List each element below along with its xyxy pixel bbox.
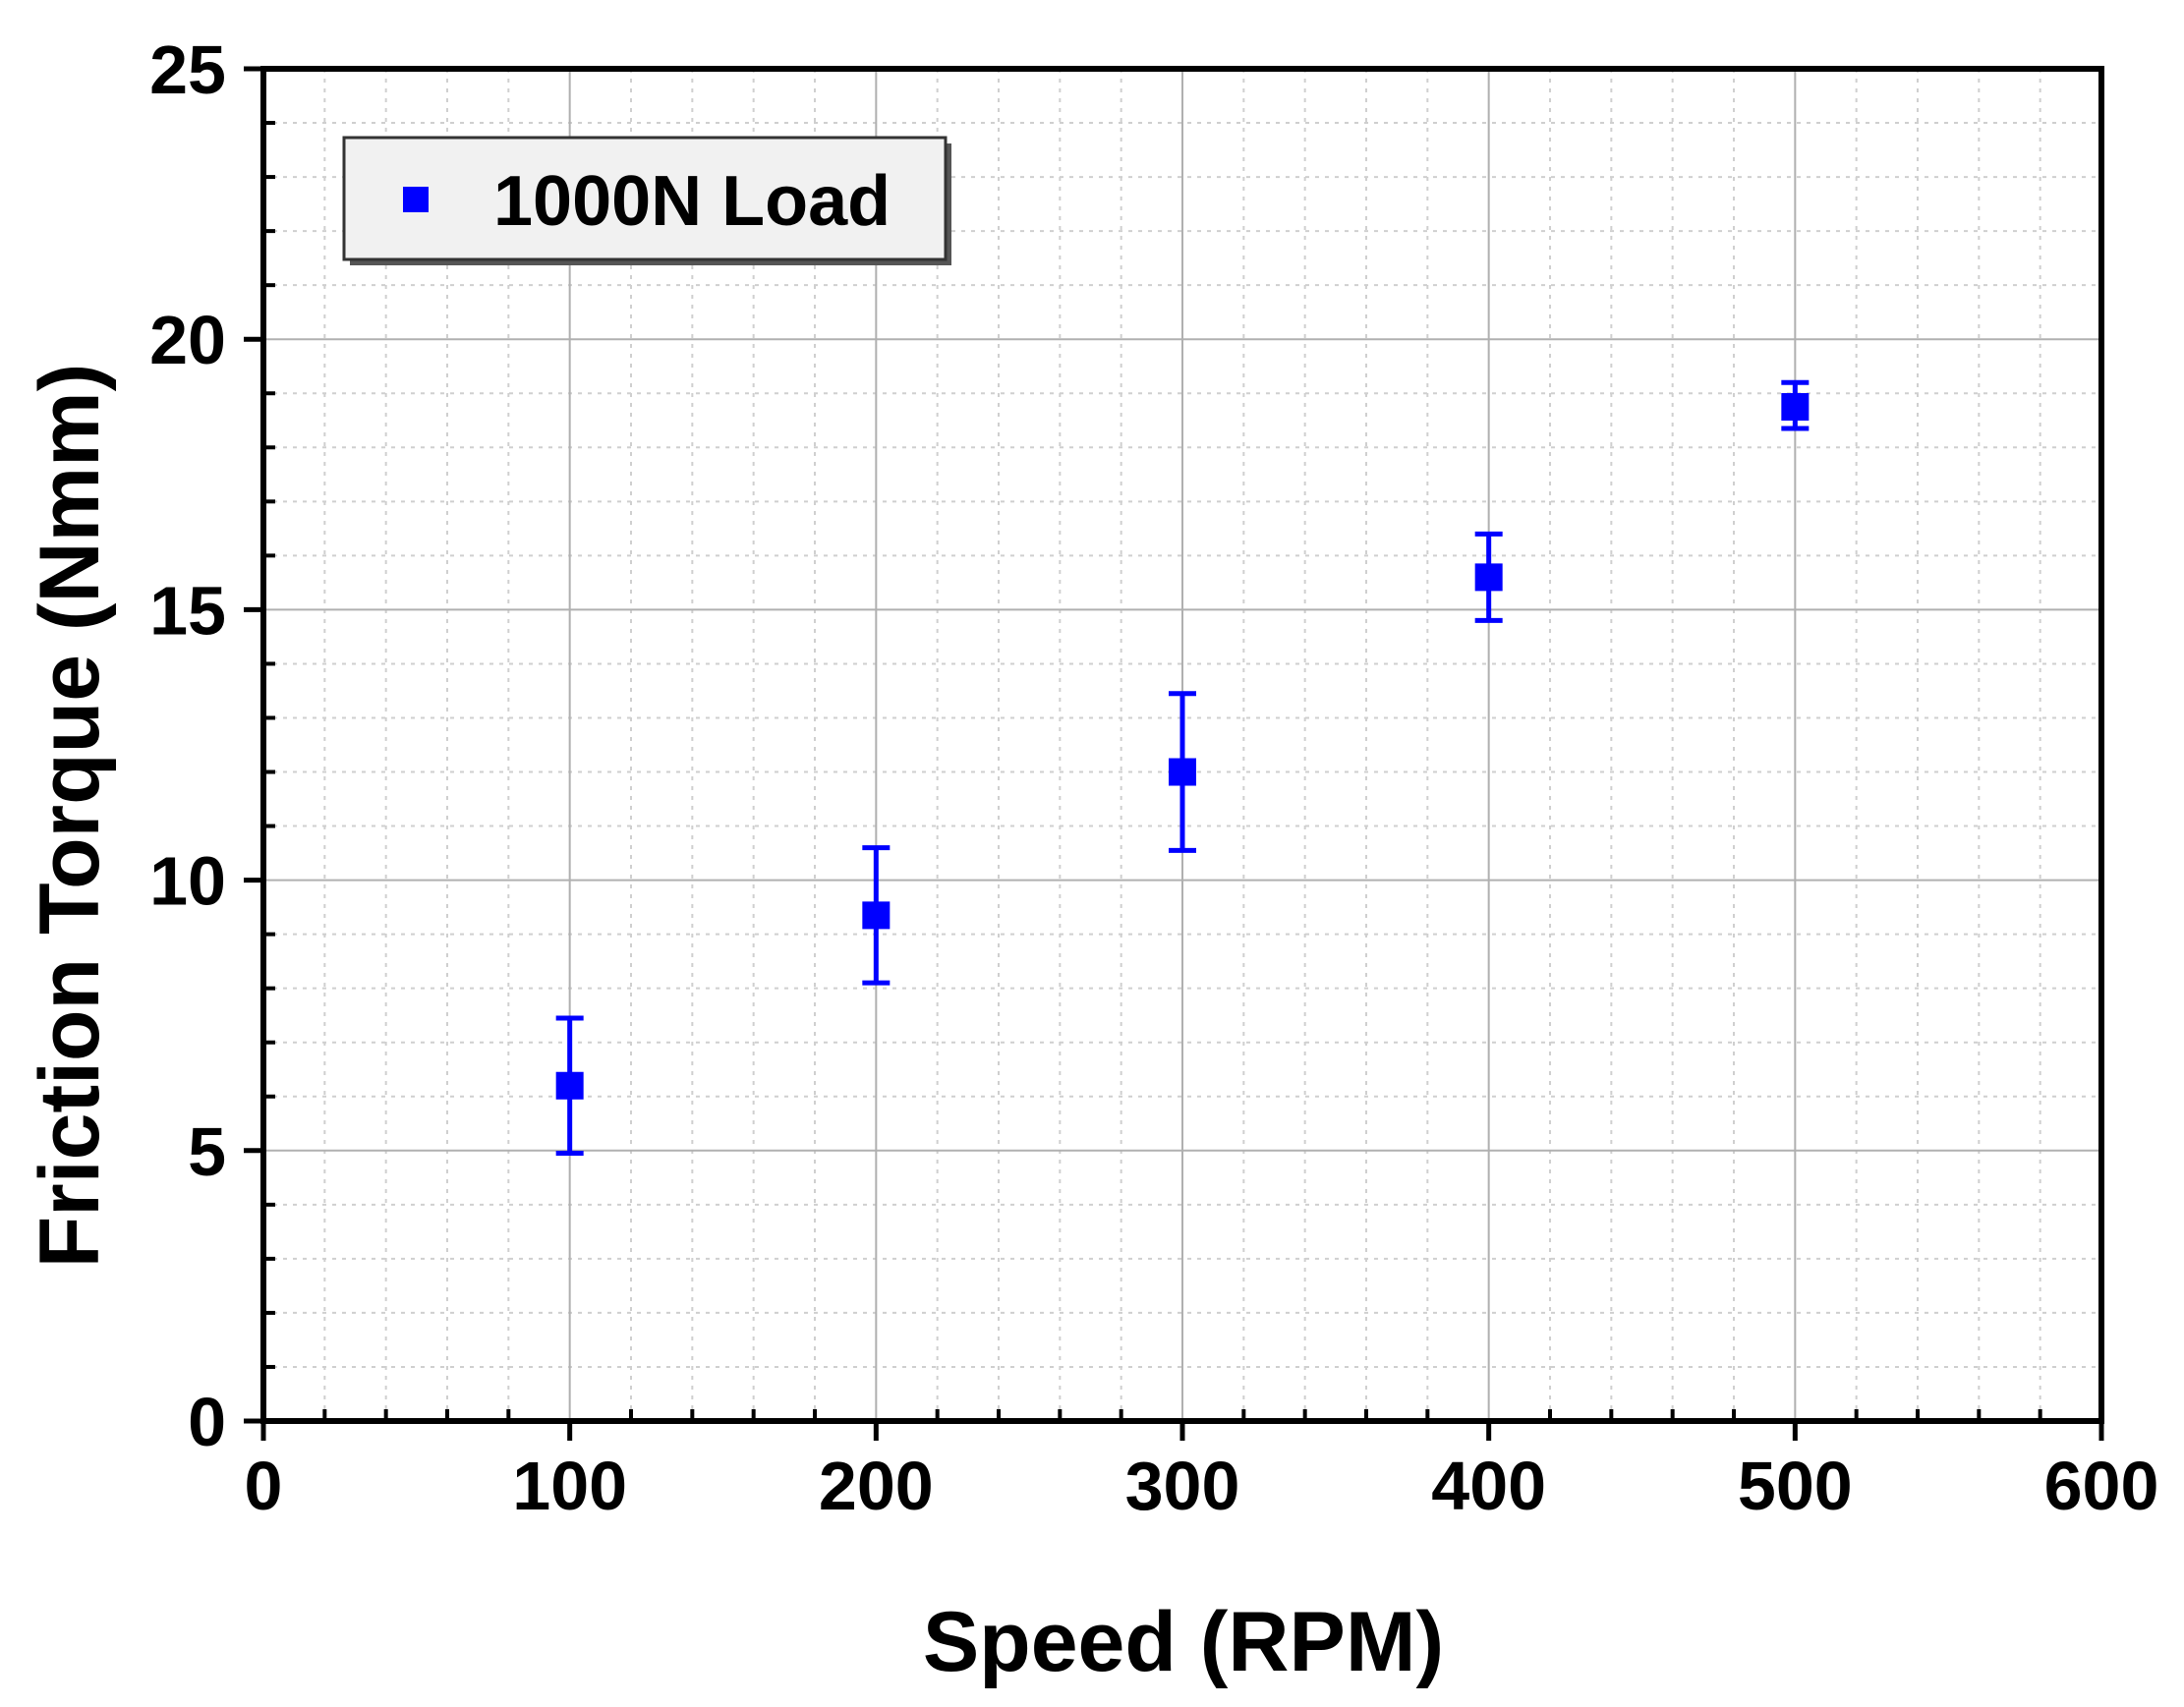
x-tick-label: 600 <box>2044 1448 2159 1524</box>
y-tick-label: 25 <box>149 31 226 108</box>
y-axis-title: Friction Torque (Nmm) <box>23 364 117 1268</box>
x-axis-title: Speed (RPM) <box>923 1595 1444 1689</box>
legend-box <box>342 136 948 261</box>
legend-label: 1000N Load <box>493 162 891 241</box>
data-point-marker <box>862 901 891 930</box>
major-grid <box>263 69 2101 1421</box>
x-tick-label: 500 <box>1738 1448 1853 1524</box>
data-point-marker <box>1474 563 1503 592</box>
data-point-marker <box>1169 758 1196 786</box>
data-point-marker <box>555 1071 584 1100</box>
legend: 1000N Load <box>342 136 951 265</box>
x-tick-label: 300 <box>1125 1448 1240 1524</box>
x-tick-labels: 0 100 200 300 400 500 600 <box>245 1448 2159 1524</box>
x-tick-label: 400 <box>1431 1448 1546 1524</box>
legend-marker <box>403 187 429 212</box>
y-tick-label: 15 <box>149 572 226 649</box>
data-series <box>555 379 1810 1157</box>
y-tick-label: 0 <box>188 1384 226 1460</box>
y-tick-label: 10 <box>149 843 226 920</box>
x-tick-label: 0 <box>245 1448 283 1524</box>
series-group <box>555 379 1810 1157</box>
x-tick-label: 100 <box>512 1448 627 1524</box>
axis-ticks <box>244 66 2104 1441</box>
x-tick-label: 200 <box>819 1448 934 1524</box>
y-tick-label: 5 <box>188 1113 226 1190</box>
data-point-marker <box>1781 393 1810 421</box>
y-tick-labels: 0 5 10 15 20 25 <box>149 31 226 1460</box>
y-tick-label: 20 <box>149 302 226 378</box>
